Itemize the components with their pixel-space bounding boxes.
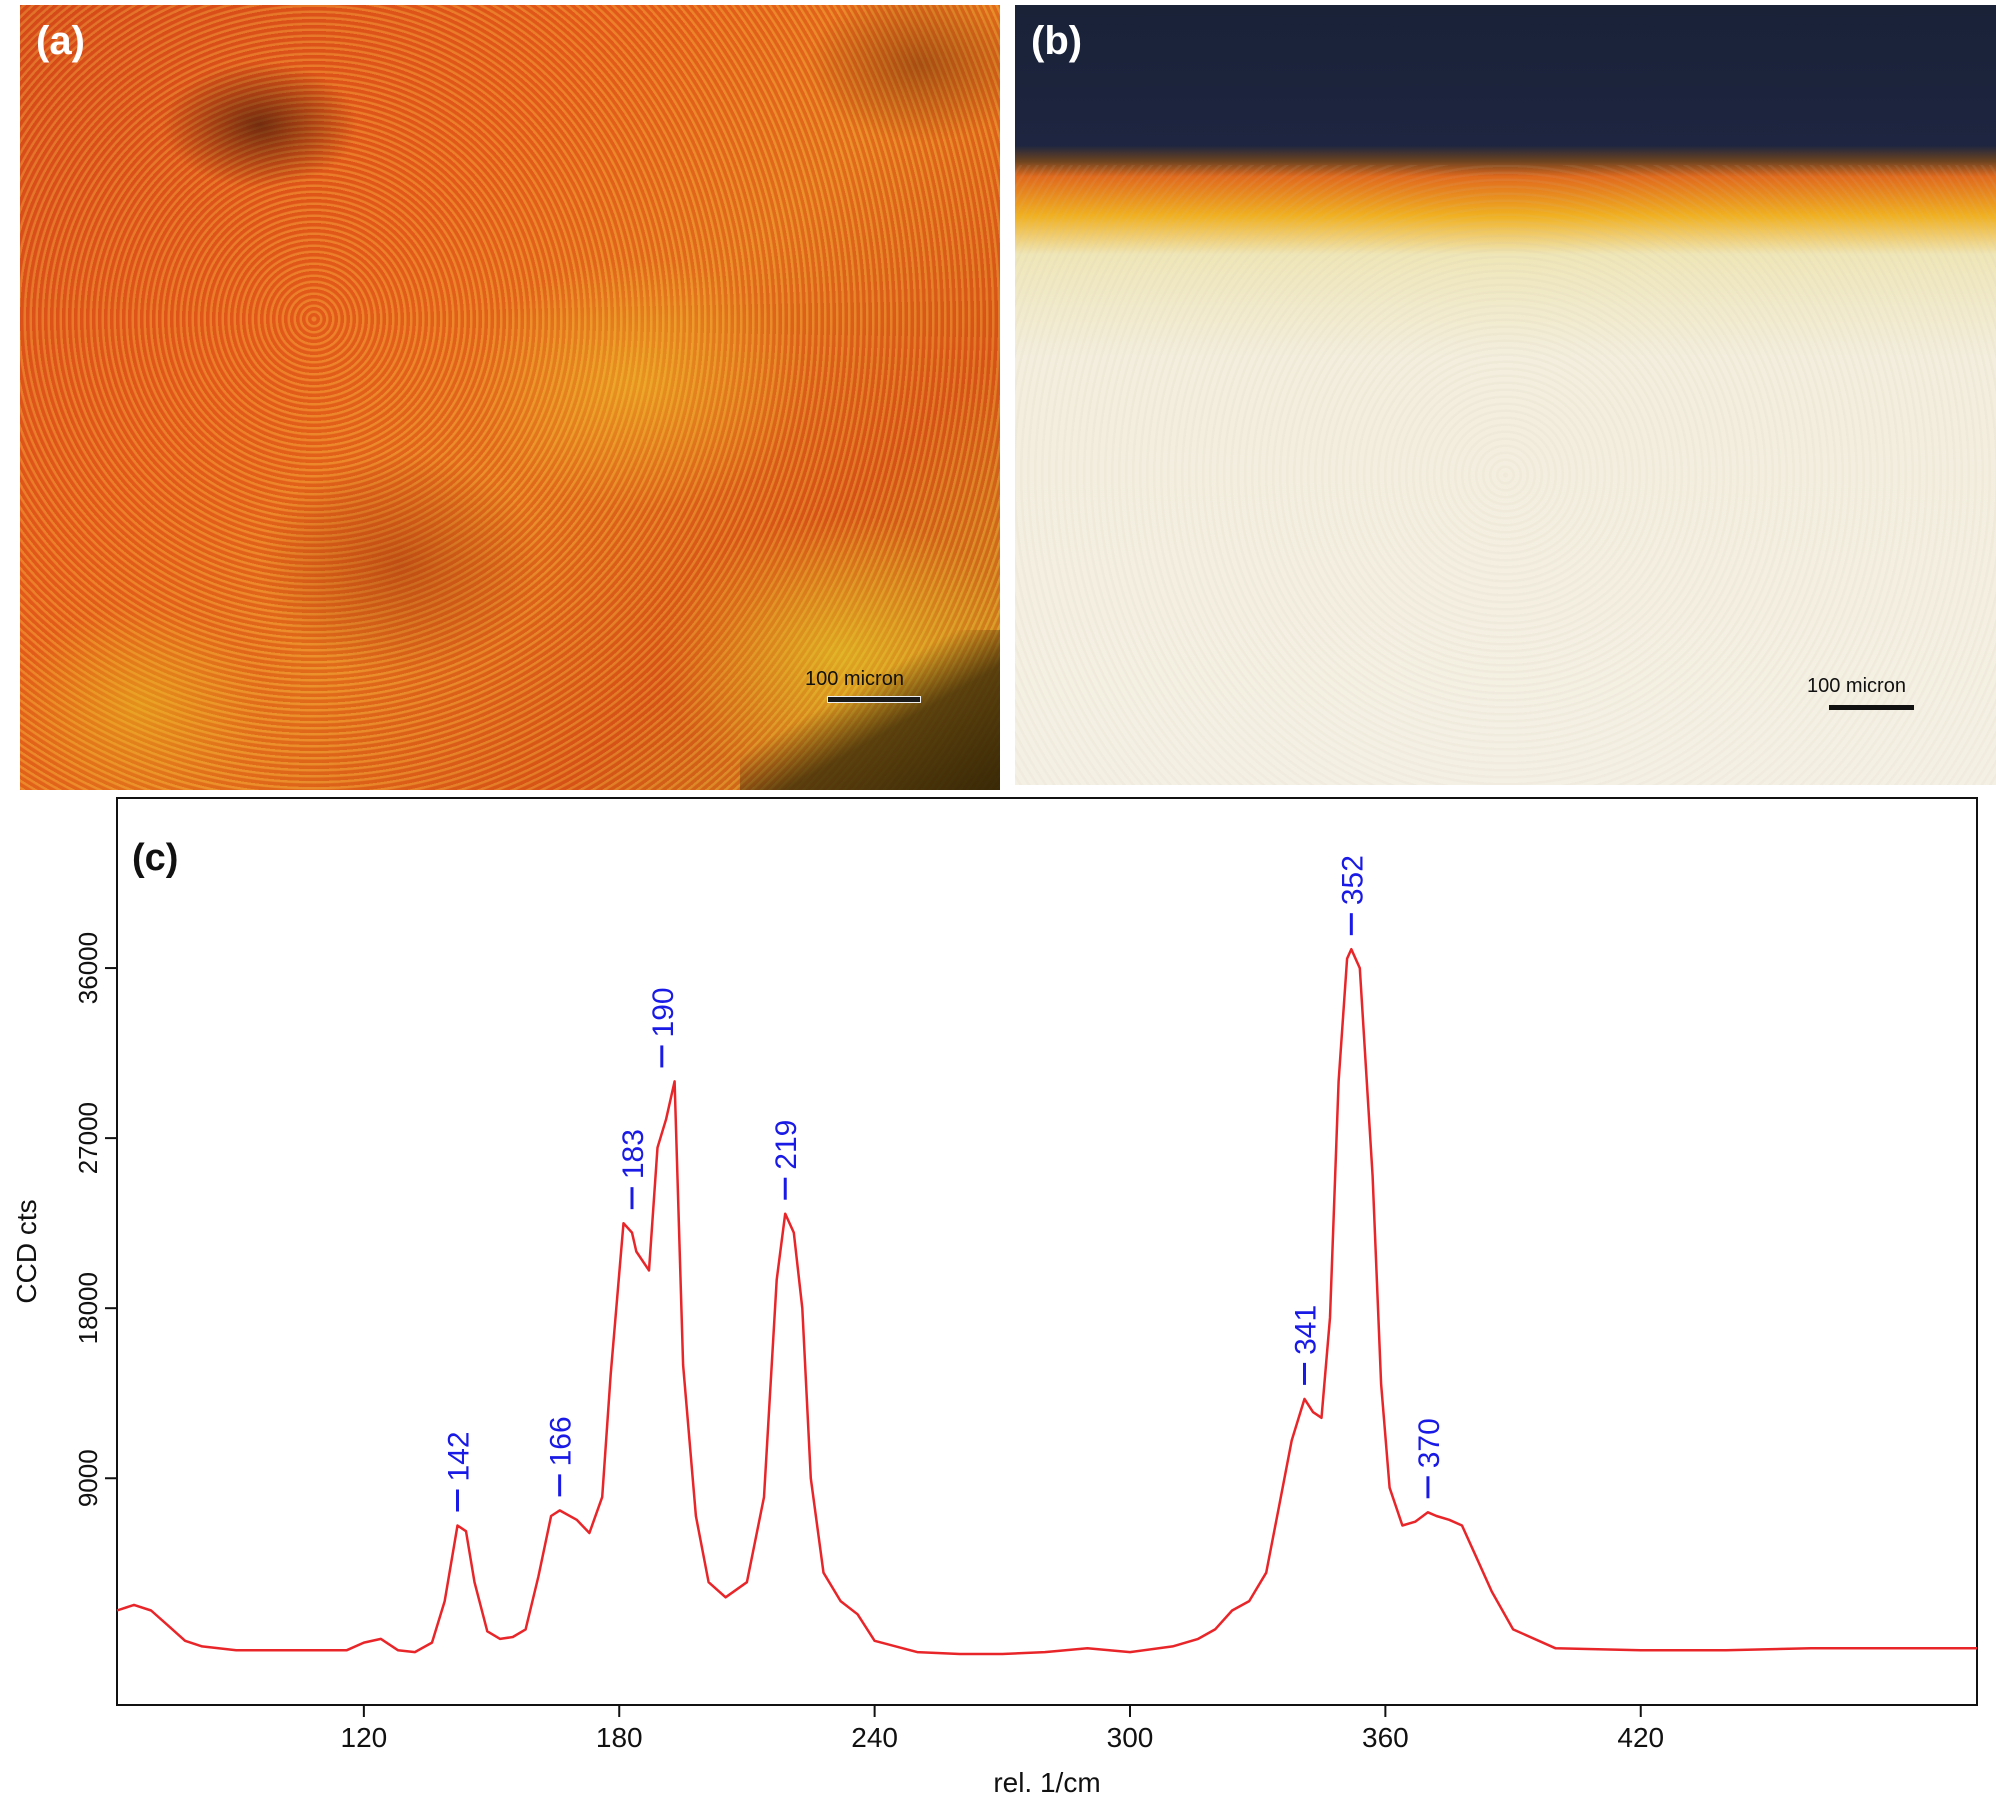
y-tick-label: 36000	[73, 932, 103, 1004]
y-tick-label: 18000	[73, 1272, 103, 1344]
plot-frame	[116, 797, 1978, 1706]
scale-bar-b: 100 micron	[1807, 675, 1914, 710]
scale-bar-line-b	[1829, 705, 1914, 710]
peak-label: 341	[1290, 1305, 1323, 1355]
peak-label: 166	[545, 1416, 578, 1466]
peak-label: 183	[617, 1129, 650, 1179]
x-axis: 120 180 240 300 360 420	[341, 1705, 1664, 1753]
micrograph-a: (a)	[20, 5, 1000, 790]
y-tick-label: 9000	[73, 1449, 103, 1507]
x-tick-label: 300	[1107, 1722, 1154, 1753]
dark-corner	[740, 630, 1000, 790]
y-axis: 9000 18000 27000 36000	[73, 932, 117, 1507]
scale-bar-line-a	[827, 696, 921, 703]
panel-label-a: (a)	[36, 19, 85, 63]
surface-grain	[1015, 165, 1996, 785]
spectrum-line	[116, 947, 1977, 1656]
y-axis-label: CCD cts	[11, 1199, 42, 1303]
scale-bar-a: 100 micron	[805, 668, 921, 703]
y-tick-label: 27000	[73, 1102, 103, 1174]
scale-label-b: 100 micron	[1807, 675, 1906, 697]
x-tick-label: 420	[1617, 1722, 1664, 1753]
peak-label: 352	[1336, 855, 1369, 905]
peak-label: 142	[443, 1431, 476, 1481]
peak-annotations: 142 166 183 190 219 341 352 370	[443, 855, 1446, 1512]
scale-label-a: 100 micron	[805, 668, 904, 690]
x-tick-label: 360	[1362, 1722, 1409, 1753]
x-tick-label: 240	[851, 1722, 898, 1753]
panel-label-b: (b)	[1031, 19, 1083, 63]
x-tick-label: 120	[341, 1722, 388, 1753]
peak-label: 219	[770, 1120, 803, 1170]
peak-label: 190	[647, 987, 680, 1037]
x-axis-label: rel. 1/cm	[993, 1767, 1100, 1798]
x-tick-label: 180	[596, 1722, 643, 1753]
peak-label: 370	[1413, 1418, 1446, 1468]
micrograph-b: (b)	[1015, 5, 1996, 785]
panel-label-c: (c)	[132, 837, 178, 879]
